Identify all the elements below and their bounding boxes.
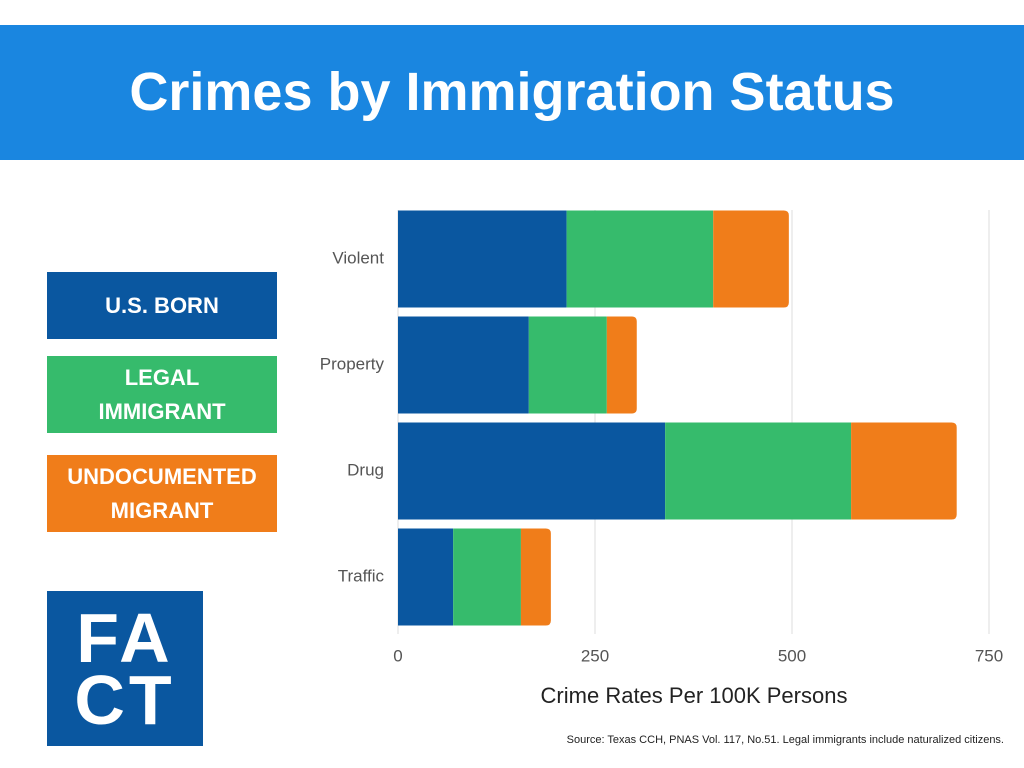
legend-item: U.S. BORN	[47, 272, 277, 339]
bar-segment	[851, 422, 957, 520]
y-tick-label: Drug	[347, 460, 384, 479]
logo-text: FA	[76, 598, 174, 677]
legend-label: LEGAL IMMIGRANT	[98, 364, 226, 424]
bar-segment	[528, 316, 607, 414]
x-tick-label: 750	[975, 646, 1003, 665]
bar-segment	[520, 528, 551, 626]
bar-segment	[606, 316, 637, 414]
bar-segment	[398, 422, 666, 520]
legend-item: UNDOCUMENTED MIGRANT	[47, 455, 277, 532]
x-axis-label: Crime Rates Per 100K Persons	[541, 683, 848, 708]
x-tick-label: 250	[581, 646, 609, 665]
y-tick-label: Traffic	[338, 566, 385, 585]
bar-segment	[665, 422, 852, 520]
bar-segment	[398, 210, 567, 308]
logo: FA CT	[47, 591, 203, 746]
bar-segment	[566, 210, 714, 308]
x-tick-label: 500	[778, 646, 806, 665]
y-tick-label: Violent	[332, 248, 384, 267]
source-note: Source: Texas CCH, PNAS Vol. 117, No.51.…	[567, 734, 1004, 746]
chart-title: Crimes by Immigration Status	[129, 62, 895, 122]
logo-text: CT	[74, 660, 176, 739]
x-tick-label: 0	[393, 646, 402, 665]
legend-label: UNDOCUMENTED MIGRANT	[67, 463, 257, 523]
legend-item: LEGAL IMMIGRANT	[47, 356, 277, 433]
legend-label: U.S. BORN	[105, 292, 219, 318]
bar-segment	[398, 528, 454, 626]
bar-segment	[453, 528, 521, 626]
bar-segment	[398, 316, 529, 414]
bar-segment	[713, 210, 789, 308]
y-tick-label: Property	[320, 354, 385, 373]
title-banner: Crimes by Immigration Status	[0, 25, 1024, 160]
